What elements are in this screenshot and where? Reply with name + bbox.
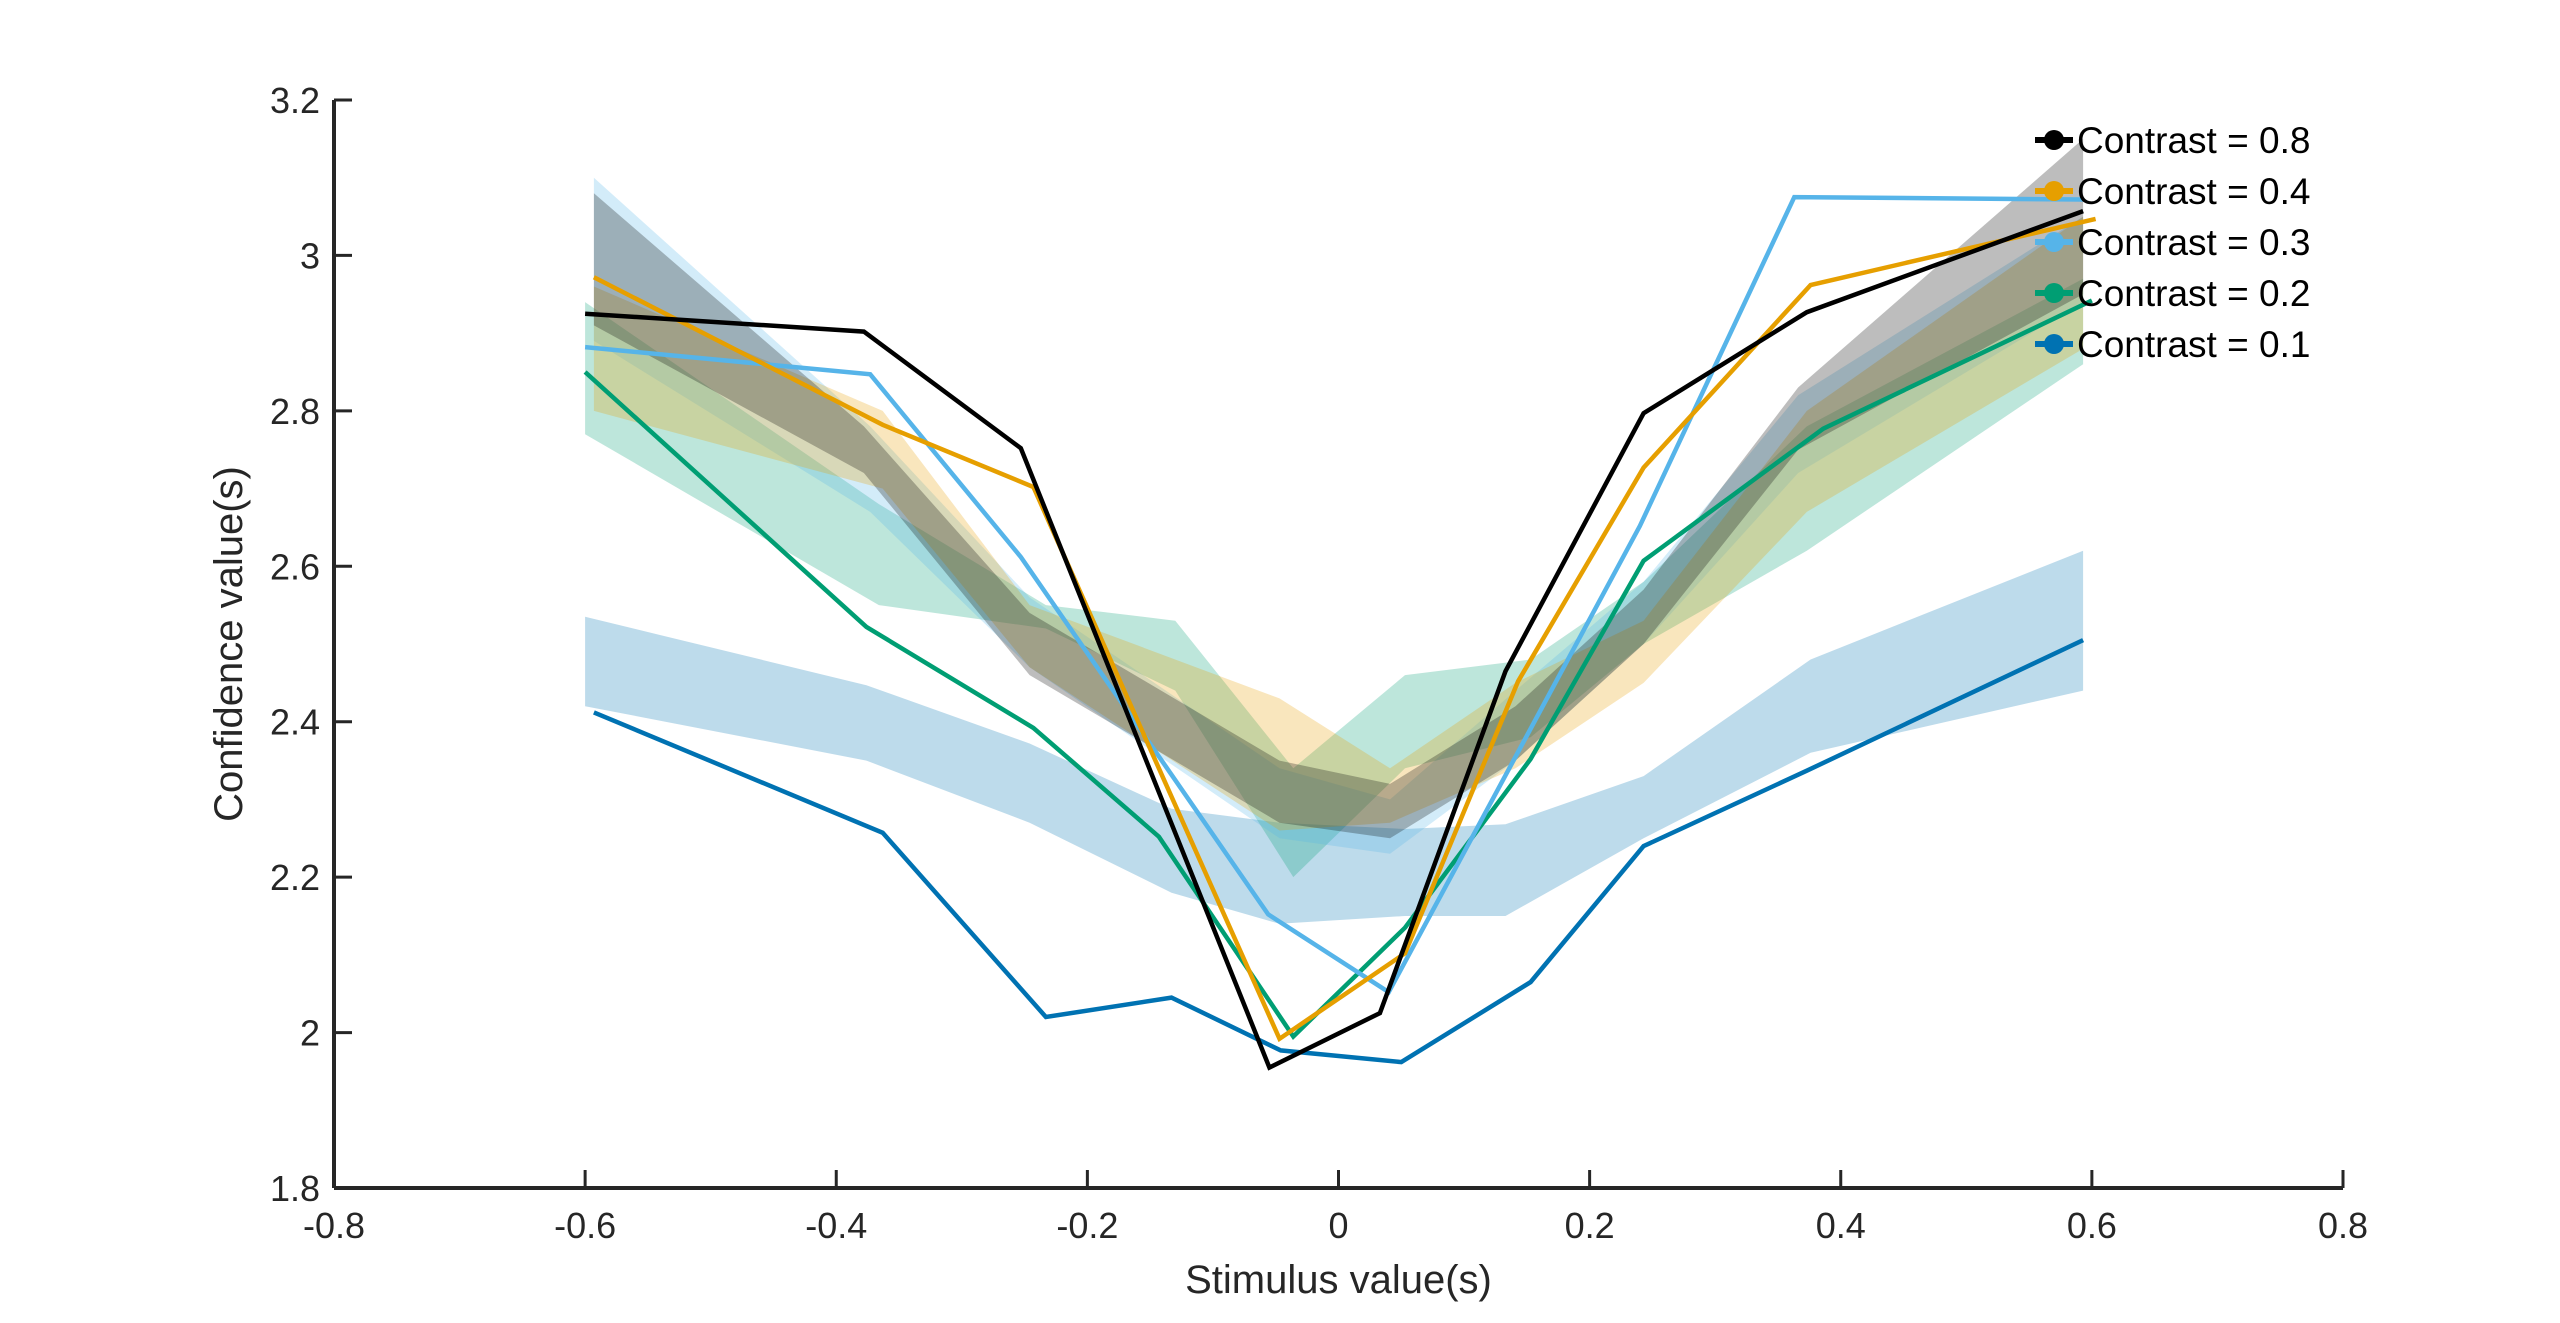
x-tick-label: 0 (1328, 1205, 1348, 1246)
legend-label: Contrast = 0.1 (2077, 324, 2310, 365)
y-tick-label: 2.6 (270, 546, 320, 587)
legend: Contrast = 0.8 Contrast = 0.4 Contrast = 0… (2035, 120, 2310, 365)
legend-label: Contrast = 0.3 (2077, 222, 2310, 263)
confidence-band (593, 138, 2084, 839)
y-tick-label: 1.8 (270, 1168, 320, 1209)
legend-swatch-marker (2044, 283, 2064, 303)
legend-item: Contrast = 0.3 (2035, 222, 2310, 263)
legend-item: Contrast = 0.1 (2035, 324, 2310, 365)
legend-item: Contrast = 0.2 (2035, 273, 2310, 314)
legend-label: Contrast = 0.4 (2077, 171, 2310, 212)
x-tick-label: 0.4 (1816, 1205, 1866, 1246)
y-tick-label: 2.8 (270, 391, 320, 432)
x-tick-label: 0.6 (2067, 1205, 2117, 1246)
confidence-band (585, 550, 2084, 924)
x-tick-label: -0.2 (1056, 1205, 1118, 1246)
y-tick-label: 2.2 (270, 857, 320, 898)
legend-swatch-marker (2044, 181, 2064, 201)
y-tick-label: 2.4 (270, 702, 320, 743)
confidence-band (585, 278, 2084, 878)
confidence-band (593, 177, 2084, 854)
x-tick-label: -0.6 (554, 1205, 616, 1246)
y-tick-label: 3.2 (270, 80, 320, 121)
legend-label: Contrast = 0.2 (2077, 273, 2310, 314)
legend-item: Contrast = 0.4 (2035, 171, 2310, 212)
x-tick-label: -0.8 (303, 1205, 365, 1246)
legend-swatch-marker (2044, 130, 2064, 150)
y-tick-label: 2 (300, 1013, 320, 1054)
confidence-band (593, 216, 2084, 831)
series-line (583, 298, 2093, 1040)
legend-swatch-marker (2044, 334, 2064, 354)
series-line (584, 208, 2084, 1071)
y-ticks: 1.8 2 2.2 2.4 2.6 2.8 3 3.2 (270, 80, 352, 1209)
confidence-bands (585, 138, 2084, 924)
x-tick-label: 0.8 (2318, 1205, 2368, 1246)
series-line (593, 638, 2085, 1065)
legend-label: Contrast = 0.8 (2077, 120, 2310, 161)
x-tick-label: 0.2 (1565, 1205, 1615, 1246)
x-tick-label: -0.4 (805, 1205, 867, 1246)
y-axis-label: Confidence value(s) (207, 466, 251, 822)
y-tick-label: 3 (300, 235, 320, 276)
legend-item: Contrast = 0.8 (2035, 120, 2310, 161)
x-ticks: -0.8 -0.6 -0.4 -0.2 0 0.2 0.4 0.6 0.8 (303, 1170, 2368, 1246)
series-lines (583, 194, 2097, 1071)
legend-swatch-marker (2044, 232, 2064, 252)
x-axis-label: Stimulus value(s) (1185, 1258, 1492, 1302)
